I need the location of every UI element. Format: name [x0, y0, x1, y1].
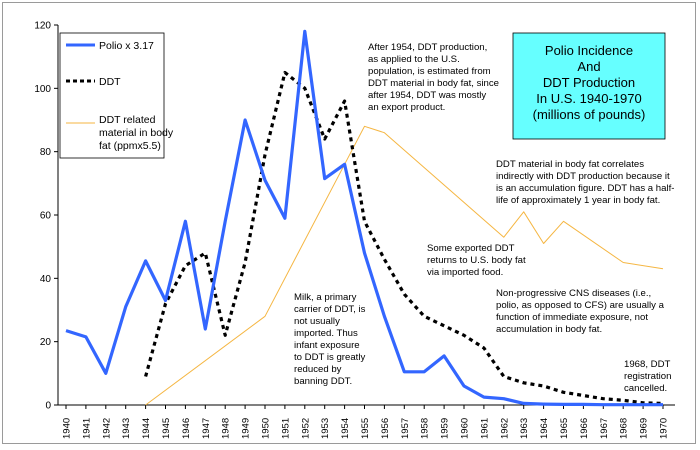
- annotation-exported-ddt-l3: via imported food.: [427, 267, 503, 278]
- x-tick-label: 1951: [280, 418, 291, 439]
- annotation-body-fat-l3: is an accumulation figure. DDT has a hal…: [496, 183, 674, 194]
- x-tick-label: 1962: [499, 418, 510, 439]
- y-tick-label: 80: [40, 147, 52, 158]
- annotation-exported-ddt: Some exported DDT returns to U.S. body f…: [427, 243, 528, 278]
- annotation-milk-l4: imported. Thus: [294, 328, 358, 339]
- annotation-milk-l1: Milk, a primary: [294, 292, 357, 303]
- annotation-exported-ddt-l2: returns to U.S. body fat: [427, 255, 526, 266]
- x-tick-label: 1952: [300, 418, 311, 439]
- chart-svg: 0 20 40 60 80 100 120 1940 1941 1942 1943 1944 1945…: [34, 21, 677, 439]
- annotation-cns-diseases: Non-progressive CNS diseases (i.e., poli…: [496, 288, 667, 335]
- x-tick-label: 1944: [141, 418, 152, 439]
- annotation-after-1954-l2: as applied to the U.S.: [368, 54, 460, 65]
- x-tick-label: 1968: [619, 418, 630, 439]
- x-tick-label: 1956: [380, 418, 391, 439]
- annotation-after-1954: After 1954, DDT production, as applied t…: [368, 42, 502, 113]
- x-tick-label: 1961: [479, 418, 490, 439]
- x-tick-label: 1953: [320, 418, 331, 439]
- x-tick-label: 1959: [440, 418, 451, 439]
- title-line-2: And: [577, 59, 600, 74]
- x-tick-label: 1970: [659, 418, 670, 439]
- y-tick-label: 120: [34, 21, 51, 32]
- x-tick-label: 1957: [400, 418, 411, 439]
- y-tick-label: 0: [45, 401, 51, 412]
- series-line-ddt: [144, 70, 664, 405]
- annotation-1968-l3: cancelled.: [624, 383, 667, 394]
- x-tick-label: 1949: [241, 418, 252, 439]
- x-tick-label: 1942: [101, 418, 112, 439]
- annotation-after-1954-l6: an export product.: [368, 102, 445, 113]
- annotation-milk-l2: carrier of DDT, is: [294, 304, 366, 315]
- legend: Polio x 3.17 DDT DDT related material in…: [59, 32, 176, 159]
- legend-label-fat-line3: fat (ppmx5.5): [99, 140, 161, 152]
- x-tick-label: 1966: [579, 418, 590, 439]
- annotation-milk-l7: reduced by: [294, 364, 342, 375]
- annotation-after-1954-l3: population, is estimated from: [368, 66, 491, 77]
- annotation-milk: Milk, a primary carrier of DDT, is not u…: [294, 292, 368, 387]
- annotation-after-1954-l4: DDT material in body fat, since: [368, 78, 499, 89]
- title-box-bg: [512, 32, 666, 140]
- title-line-4: In U.S. 1940-1970: [536, 91, 642, 106]
- annotation-body-fat-l2: indirectly with DDT production because i…: [496, 171, 670, 182]
- title-line-5: (millions of pounds): [533, 107, 646, 122]
- x-tick-label: 1965: [559, 418, 570, 439]
- x-tick-label: 1960: [460, 418, 471, 439]
- annotation-body-fat-l4: life of approximately 1 year in body fat…: [496, 195, 660, 206]
- chart-title-box: Polio Incidence And DDT Production In U.…: [512, 32, 666, 140]
- x-tick-label: 1955: [360, 418, 371, 439]
- annotation-milk-l3: not usually: [294, 316, 340, 327]
- legend-label-fat: DDT related material in body fat (ppmx5.…: [99, 114, 176, 152]
- annotation-body-fat-l1: DDT material in body fat correlates: [496, 159, 644, 170]
- annotation-milk-l6: to DDT is greatly: [294, 352, 365, 363]
- x-tick-label: 1958: [420, 418, 431, 439]
- x-tick-label: 1945: [161, 418, 172, 439]
- x-tick-label: 1948: [221, 418, 232, 439]
- annotations: After 1954, DDT production, as applied t…: [294, 42, 677, 394]
- x-tick-label: 1967: [599, 418, 610, 439]
- chart-frame: 0 20 40 60 80 100 120 1940 1941 1942 1943 1944 1945…: [2, 2, 696, 444]
- legend-label-ddt: DDT: [99, 76, 121, 88]
- series-line-polio: [65, 29, 663, 407]
- annotation-1968-l1: 1968, DDT: [624, 359, 671, 370]
- annotation-exported-ddt-l1: Some exported DDT: [427, 243, 515, 254]
- y-ticks: 0 20 40 60 80 100 120: [34, 21, 58, 412]
- x-ticks: 1940 1941 1942 1943 1944 1945 1946 1947 1948 1949…: [62, 405, 670, 439]
- x-tick-label: 1943: [121, 418, 132, 439]
- annotation-body-fat-correlation: DDT material in body fat correlates indi…: [496, 159, 677, 206]
- x-tick-label: 1946: [181, 418, 192, 439]
- annotation-cns-l1: Non-progressive CNS diseases (i.e.,: [496, 288, 651, 299]
- legend-label-polio: Polio x 3.17: [99, 40, 154, 52]
- x-tick-label: 1969: [639, 418, 650, 439]
- annotation-cns-l4: accumulation in body fat.: [496, 324, 602, 335]
- annotation-milk-l5: infant exposure: [294, 340, 360, 351]
- y-tick-label: 100: [34, 84, 51, 95]
- x-tick-label: 1964: [539, 418, 550, 439]
- annotation-cns-l3: function of immediate exposure, not: [496, 312, 648, 323]
- series-layer: [65, 29, 664, 407]
- annotation-cns-l2: polio, as opposed to CFS) are usually a: [496, 300, 665, 311]
- x-tick-label: 1947: [201, 418, 212, 439]
- annotation-after-1954-l5: after 1954, DDT was mostly: [368, 90, 486, 101]
- legend-box: [59, 32, 165, 159]
- title-line-1: Polio Incidence: [545, 43, 633, 58]
- y-tick-label: 40: [40, 274, 52, 285]
- series-line-body-fat: [145, 125, 664, 406]
- x-tick-label: 1941: [81, 418, 92, 439]
- title-line-3: DDT Production: [543, 75, 635, 90]
- x-tick-label: 1954: [340, 418, 351, 439]
- annotation-after-1954-l1: After 1954, DDT production,: [368, 42, 487, 53]
- annotation-1968-l2: registration: [624, 371, 671, 382]
- plot-area: 0 20 40 60 80 100 120 1940 1941 1942 1943 1944 1945…: [34, 21, 675, 439]
- legend-label-fat-line2: material in body: [99, 127, 174, 139]
- x-tick-label: 1950: [261, 418, 272, 439]
- annotation-1968: 1968, DDT registration cancelled.: [624, 359, 674, 394]
- y-tick-label: 20: [40, 337, 52, 348]
- y-tick-label: 60: [40, 211, 52, 222]
- annotation-milk-l8: banning DDT.: [294, 376, 352, 387]
- x-tick-label: 1940: [62, 418, 73, 439]
- x-tick-label: 1963: [519, 418, 530, 439]
- legend-label-fat-line1: DDT related: [99, 114, 156, 126]
